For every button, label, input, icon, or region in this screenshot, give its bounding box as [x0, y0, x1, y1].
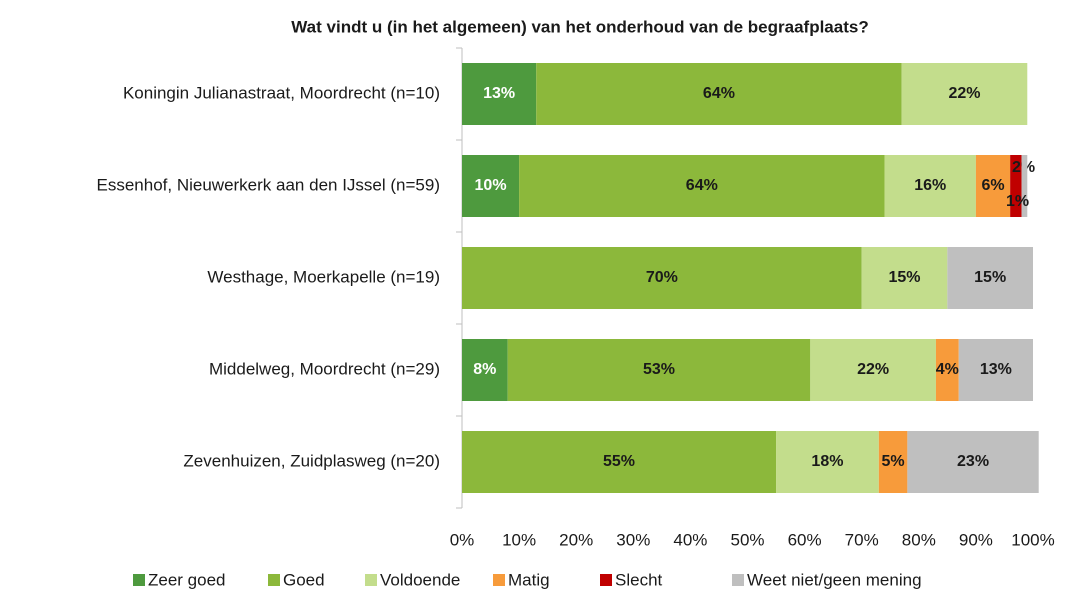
data-label: 15%	[889, 269, 921, 286]
x-tick-label: 60%	[788, 530, 822, 549]
bar-segment	[519, 155, 885, 217]
x-tick-label: 100%	[1011, 530, 1054, 549]
legend-swatch	[600, 574, 612, 586]
bar-segment	[901, 63, 1028, 125]
category-label: Koningin Julianastraat, Moordrecht (n=10…	[123, 83, 440, 102]
bar-segment	[1010, 155, 1022, 217]
bar-segment	[462, 339, 508, 401]
data-label: 8%	[473, 361, 496, 378]
data-label: 64%	[703, 85, 735, 102]
data-label: 5%	[882, 453, 905, 470]
x-tick-label: 90%	[959, 530, 993, 549]
bar-segment	[947, 247, 1033, 309]
bar-segment	[462, 247, 862, 309]
bar-segment	[958, 339, 1033, 401]
legend-label: Zeer goed	[148, 570, 226, 589]
bar-segment	[1021, 155, 1028, 217]
category-label: Essenhof, Nieuwerkerk aan den IJssel (n=…	[97, 175, 441, 194]
category-label: Westhage, Moerkapelle (n=19)	[207, 267, 440, 286]
legend-swatch	[493, 574, 505, 586]
data-label: 4%	[936, 361, 959, 378]
data-label: 1%	[1006, 193, 1029, 210]
x-tick-label: 70%	[845, 530, 879, 549]
legend-label: Weet niet/geen mening	[747, 570, 922, 589]
bar-segment	[861, 247, 948, 309]
bar-segment	[907, 431, 1039, 493]
bar-segment	[462, 155, 520, 217]
bar-segment	[462, 431, 777, 493]
x-tick-label: 0%	[450, 530, 475, 549]
bar-segment	[776, 431, 879, 493]
legend-swatch	[133, 574, 145, 586]
x-tick-label: 20%	[559, 530, 593, 549]
legend-swatch	[732, 574, 744, 586]
chart-title: Wat vindt u (in het algemeen) van het on…	[291, 17, 868, 36]
category-label: Middelweg, Moordrecht (n=29)	[209, 359, 440, 378]
data-label: 13%	[483, 85, 515, 102]
bar-segment	[935, 339, 959, 401]
data-label: 22%	[857, 361, 889, 378]
data-label: 15%	[974, 269, 1006, 286]
category-label: Zevenhuizen, Zuidplasweg (n=20)	[183, 451, 440, 470]
x-tick-label: 10%	[502, 530, 536, 549]
legend-label: Slecht	[615, 570, 663, 589]
legend-label: Goed	[283, 570, 325, 589]
data-label: 23%	[957, 453, 989, 470]
data-label: 10%	[475, 177, 507, 194]
data-label: 16%	[914, 177, 946, 194]
data-label: 70%	[646, 269, 678, 286]
data-label: 53%	[643, 361, 675, 378]
bar-segment	[884, 155, 976, 217]
bar-segment	[975, 155, 1011, 217]
x-tick-label: 50%	[730, 530, 764, 549]
data-label: 6%	[981, 177, 1004, 194]
data-label: 13%	[980, 361, 1012, 378]
bar-segment	[878, 431, 908, 493]
x-tick-label: 40%	[673, 530, 707, 549]
legend-label: Matig	[508, 570, 550, 589]
data-label: 22%	[948, 85, 980, 102]
bar-segment	[810, 339, 936, 401]
bar-segment	[462, 63, 537, 125]
legend-swatch	[365, 574, 377, 586]
legend-swatch	[268, 574, 280, 586]
legend-label: Voldoende	[380, 570, 460, 589]
x-tick-label: 30%	[616, 530, 650, 549]
data-label: 64%	[686, 177, 718, 194]
bar-segment	[507, 339, 811, 401]
data-label: 18%	[811, 453, 843, 470]
x-tick-label: 80%	[902, 530, 936, 549]
data-label: 55%	[603, 453, 635, 470]
bar-segment	[536, 63, 902, 125]
